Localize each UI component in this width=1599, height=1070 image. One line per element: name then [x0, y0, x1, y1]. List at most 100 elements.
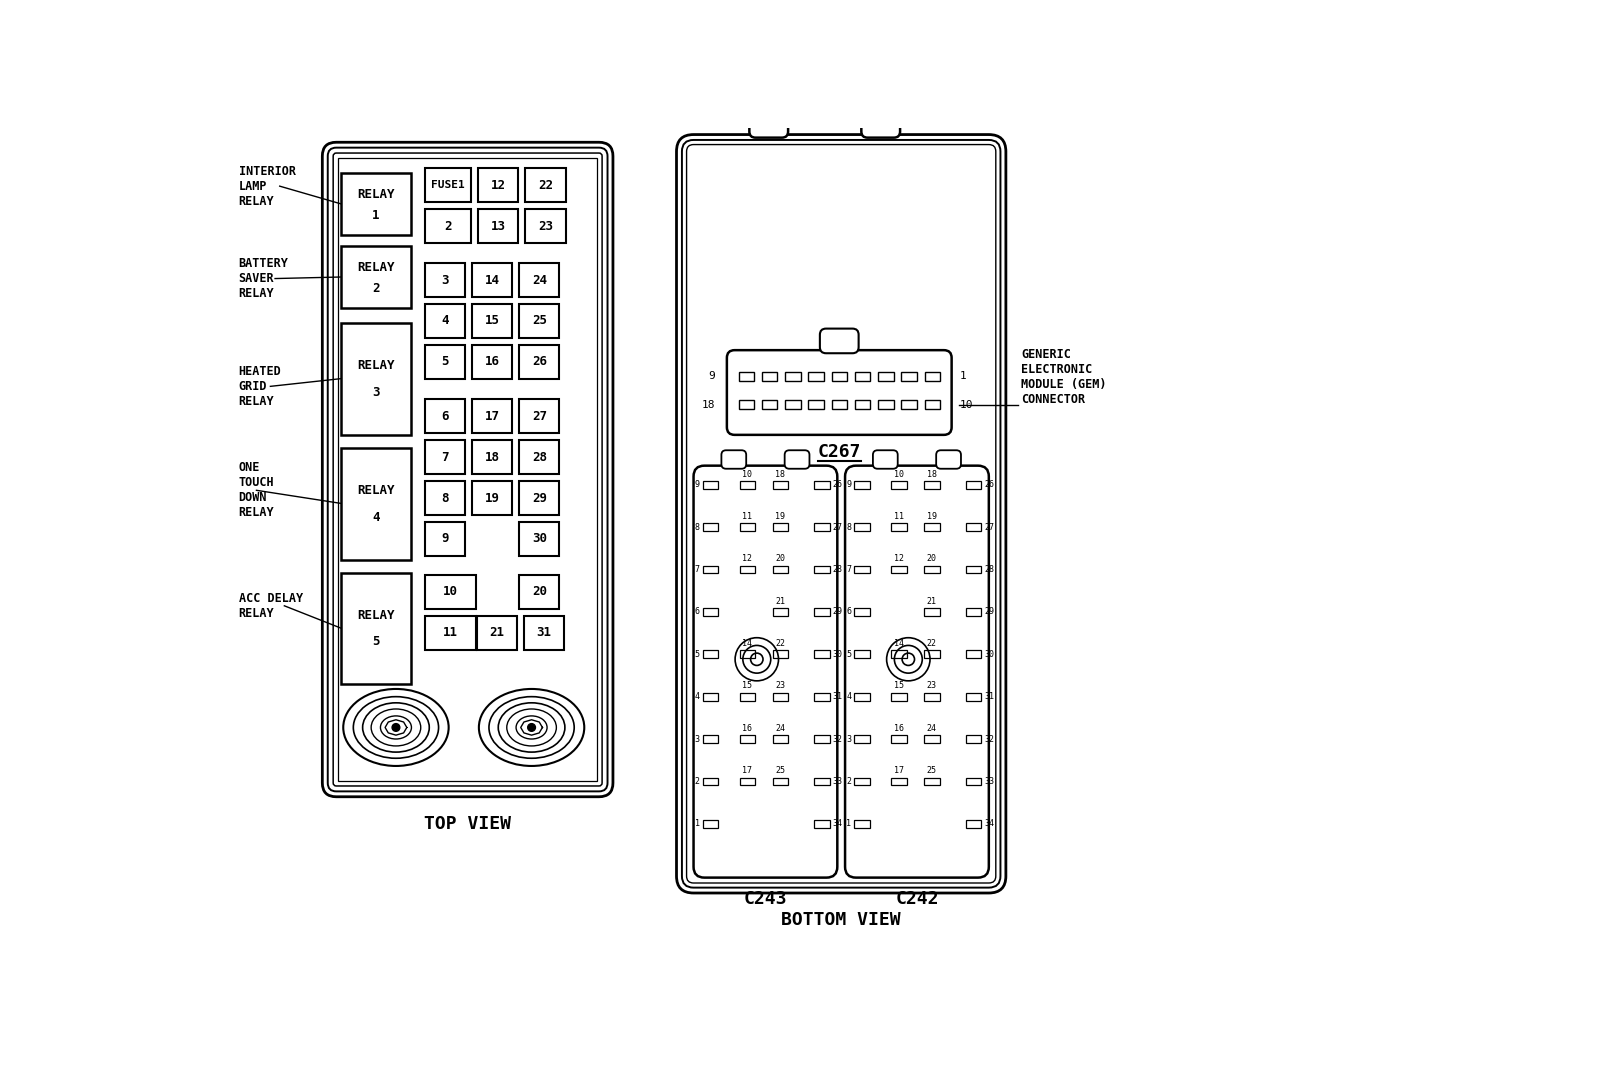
FancyBboxPatch shape	[935, 450, 961, 469]
Bar	[891, 523, 907, 531]
Bar	[520, 440, 560, 474]
FancyBboxPatch shape	[820, 328, 859, 353]
Text: 16: 16	[894, 723, 903, 733]
Text: 30: 30	[532, 532, 547, 546]
Text: 30: 30	[983, 649, 995, 659]
Bar	[472, 399, 512, 433]
Bar	[472, 345, 512, 379]
Bar	[924, 735, 940, 743]
Text: 2: 2	[445, 219, 451, 232]
Text: 19: 19	[927, 513, 937, 521]
Bar	[472, 482, 512, 515]
Text: 4: 4	[694, 692, 700, 701]
Bar	[966, 651, 982, 658]
Text: 12: 12	[491, 179, 505, 192]
Text: 17: 17	[484, 410, 499, 423]
Text: ACC DELAY
RELAY: ACC DELAY RELAY	[238, 592, 302, 620]
Text: 29: 29	[833, 608, 843, 616]
Text: 27: 27	[983, 523, 995, 532]
Bar	[477, 616, 516, 649]
Text: 29: 29	[983, 608, 995, 616]
Text: 2: 2	[694, 777, 700, 785]
Bar	[854, 608, 870, 616]
Text: 18: 18	[927, 470, 937, 478]
Bar	[520, 575, 560, 609]
Bar	[740, 735, 755, 743]
Text: 9: 9	[441, 532, 449, 546]
Text: 19: 19	[776, 513, 785, 521]
Bar	[425, 575, 477, 609]
FancyBboxPatch shape	[421, 259, 564, 385]
Text: 26: 26	[833, 480, 843, 489]
Circle shape	[392, 723, 400, 731]
Text: 1: 1	[694, 820, 700, 828]
Text: 3: 3	[441, 274, 449, 287]
Text: 24: 24	[776, 723, 785, 733]
Bar	[966, 735, 982, 743]
Bar	[740, 692, 755, 701]
Bar	[854, 482, 870, 489]
Bar	[772, 651, 788, 658]
Bar	[520, 304, 560, 338]
Text: 23: 23	[537, 219, 553, 232]
Bar	[966, 566, 982, 574]
Bar	[924, 778, 940, 785]
Bar	[740, 566, 755, 574]
Text: 8: 8	[694, 523, 700, 532]
Bar	[854, 692, 870, 701]
Bar	[966, 482, 982, 489]
Bar	[855, 371, 870, 381]
Bar	[704, 820, 718, 827]
Bar	[924, 692, 940, 701]
Text: 20: 20	[532, 585, 547, 598]
Text: 33: 33	[833, 777, 843, 785]
Bar	[924, 608, 940, 616]
Text: 23: 23	[927, 682, 937, 690]
Bar	[814, 735, 830, 743]
Text: 18: 18	[702, 400, 715, 410]
Bar	[425, 210, 472, 243]
Text: 9: 9	[846, 480, 851, 489]
FancyBboxPatch shape	[421, 570, 564, 657]
Bar	[891, 651, 907, 658]
Text: ONE
TOUCH
DOWN
RELAY: ONE TOUCH DOWN RELAY	[238, 461, 275, 519]
Text: 15: 15	[742, 682, 752, 690]
Bar	[814, 820, 830, 827]
Bar	[855, 400, 870, 410]
FancyBboxPatch shape	[337, 164, 416, 775]
Bar	[740, 651, 755, 658]
Text: C267: C267	[817, 443, 860, 461]
Text: 21: 21	[776, 597, 785, 606]
Bar	[854, 820, 870, 827]
Text: 22: 22	[537, 179, 553, 192]
Text: 2: 2	[373, 282, 379, 295]
Text: 4: 4	[441, 315, 449, 327]
Bar	[341, 572, 411, 685]
FancyBboxPatch shape	[686, 144, 996, 883]
Text: 16: 16	[484, 355, 499, 368]
Text: 1: 1	[846, 820, 851, 828]
Bar	[966, 778, 982, 785]
Bar	[772, 482, 788, 489]
Bar	[891, 778, 907, 785]
Text: 20: 20	[927, 554, 937, 564]
Bar	[740, 778, 755, 785]
Bar	[854, 735, 870, 743]
Bar	[966, 820, 982, 827]
Text: C242: C242	[895, 890, 939, 908]
Text: 30: 30	[833, 649, 843, 659]
Bar	[425, 399, 465, 433]
Bar	[814, 566, 830, 574]
Bar	[831, 371, 847, 381]
Text: RELAY: RELAY	[357, 609, 395, 622]
Bar	[524, 616, 564, 649]
Text: 21: 21	[927, 597, 937, 606]
Bar	[761, 371, 777, 381]
Bar	[425, 263, 465, 297]
Text: 7: 7	[694, 565, 700, 575]
FancyBboxPatch shape	[421, 164, 564, 249]
Bar	[966, 608, 982, 616]
Text: 33: 33	[983, 777, 995, 785]
Text: RELAY: RELAY	[357, 360, 395, 372]
Text: 13: 13	[491, 219, 505, 232]
